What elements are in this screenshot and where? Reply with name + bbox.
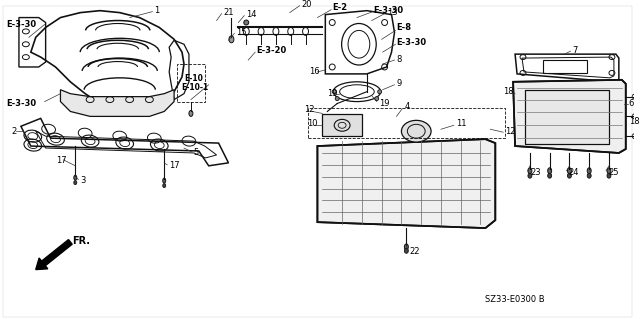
Text: 4: 4 — [404, 102, 410, 111]
Text: 18: 18 — [503, 87, 514, 96]
Text: SZ33-E0300 B: SZ33-E0300 B — [485, 295, 545, 304]
Ellipse shape — [588, 168, 591, 174]
Text: 24: 24 — [568, 168, 579, 177]
Ellipse shape — [401, 120, 431, 142]
Bar — [525, 90, 609, 144]
Bar — [308, 108, 505, 138]
Ellipse shape — [74, 181, 77, 185]
Ellipse shape — [335, 97, 339, 100]
Bar — [525, 90, 609, 144]
Text: E-3-20: E-3-20 — [256, 46, 286, 55]
Ellipse shape — [74, 175, 77, 180]
Text: 20: 20 — [301, 0, 312, 9]
Text: 22: 22 — [410, 247, 420, 256]
Ellipse shape — [588, 173, 591, 178]
Text: E-10: E-10 — [184, 74, 203, 83]
Text: 21: 21 — [223, 8, 234, 17]
Text: 9: 9 — [396, 79, 402, 88]
Bar — [177, 64, 205, 101]
Text: 18: 18 — [628, 117, 639, 126]
Text: 23: 23 — [530, 168, 541, 177]
Text: 5: 5 — [194, 148, 199, 158]
Polygon shape — [60, 90, 174, 116]
Ellipse shape — [189, 110, 193, 116]
Text: 16: 16 — [310, 67, 320, 77]
Text: E-3-30: E-3-30 — [396, 38, 427, 47]
Text: E-3-30: E-3-30 — [6, 20, 36, 29]
Text: 15: 15 — [236, 28, 247, 37]
Ellipse shape — [163, 184, 166, 188]
Text: 19: 19 — [379, 99, 389, 108]
Ellipse shape — [568, 168, 572, 174]
Text: 17: 17 — [169, 161, 180, 170]
Text: E-2: E-2 — [332, 3, 348, 12]
Text: 3: 3 — [80, 176, 86, 185]
Ellipse shape — [378, 90, 381, 94]
Text: 7: 7 — [572, 46, 578, 55]
Ellipse shape — [404, 244, 408, 250]
Text: 19: 19 — [327, 89, 338, 98]
Ellipse shape — [528, 173, 532, 178]
Ellipse shape — [229, 36, 234, 43]
Text: 6: 6 — [628, 99, 634, 108]
Ellipse shape — [375, 97, 379, 100]
Text: E-3-30: E-3-30 — [374, 6, 404, 15]
Text: E-8: E-8 — [396, 23, 412, 32]
Text: 12: 12 — [505, 127, 516, 136]
Text: E-3-30: E-3-30 — [6, 99, 36, 108]
Bar — [323, 115, 362, 136]
Text: 17: 17 — [56, 156, 67, 165]
Bar — [543, 60, 588, 73]
Ellipse shape — [163, 178, 166, 183]
Ellipse shape — [568, 173, 572, 178]
Ellipse shape — [548, 173, 552, 178]
Text: 14: 14 — [246, 10, 257, 19]
Ellipse shape — [244, 20, 249, 25]
Text: 12: 12 — [305, 105, 315, 114]
Text: 8: 8 — [396, 55, 402, 63]
Ellipse shape — [404, 248, 408, 253]
Polygon shape — [317, 139, 495, 228]
Text: FR.: FR. — [72, 236, 90, 246]
Text: E-10-1: E-10-1 — [181, 83, 208, 92]
Ellipse shape — [528, 168, 532, 174]
Text: 11: 11 — [456, 119, 467, 128]
Text: 13: 13 — [387, 8, 397, 17]
Text: 10: 10 — [308, 119, 318, 128]
Text: 2: 2 — [11, 127, 16, 136]
Text: 25: 25 — [608, 168, 618, 177]
Ellipse shape — [332, 90, 336, 94]
Ellipse shape — [607, 168, 611, 174]
Ellipse shape — [548, 168, 552, 174]
Polygon shape — [513, 80, 626, 153]
FancyArrow shape — [36, 240, 72, 270]
Ellipse shape — [607, 173, 611, 178]
Text: 1: 1 — [154, 6, 159, 15]
